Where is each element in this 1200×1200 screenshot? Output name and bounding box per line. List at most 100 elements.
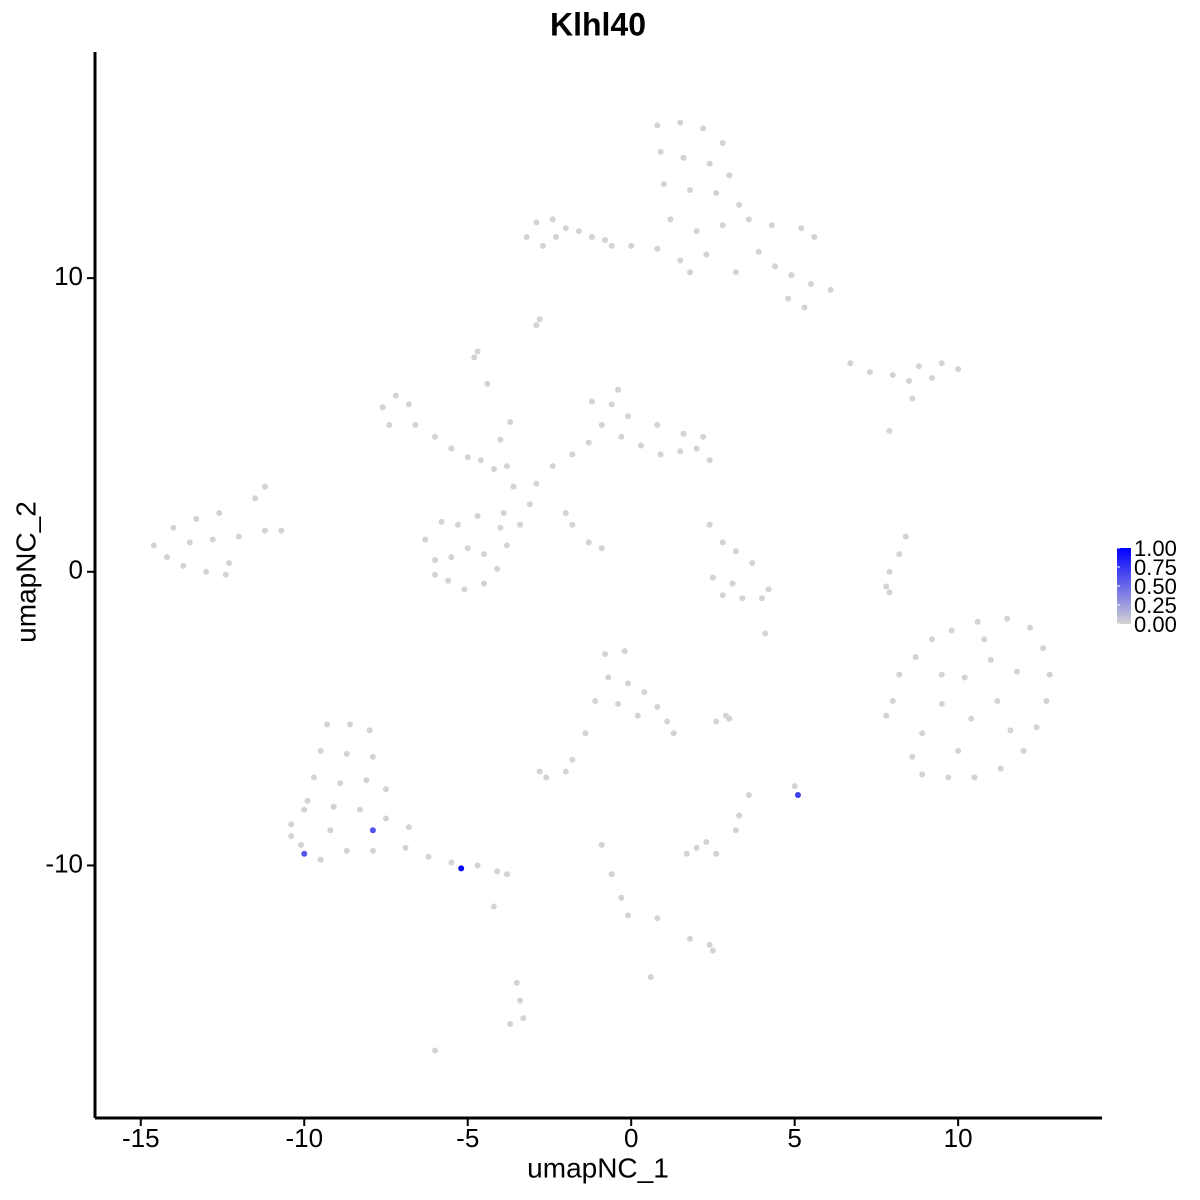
- point: [700, 433, 707, 440]
- point: [464, 454, 471, 461]
- point: [523, 234, 530, 241]
- point: [994, 697, 1001, 704]
- point: [928, 636, 935, 643]
- point: [745, 791, 752, 798]
- colorbar-tick-label: 0.25: [1134, 593, 1177, 618]
- point: [193, 515, 200, 522]
- point: [216, 510, 223, 517]
- point: [288, 821, 295, 828]
- point: [445, 577, 452, 584]
- point: [500, 510, 507, 517]
- point: [608, 401, 615, 408]
- point: [719, 140, 726, 147]
- point: [592, 697, 599, 704]
- chart-title: Klhl40: [550, 6, 646, 42]
- point: [758, 595, 765, 602]
- point: [304, 797, 311, 804]
- point: [677, 119, 684, 126]
- point: [732, 827, 739, 834]
- point: [615, 386, 622, 393]
- point: [517, 997, 524, 1004]
- point: [808, 280, 815, 287]
- point: [588, 234, 595, 241]
- point: [552, 234, 559, 241]
- point: [772, 263, 779, 270]
- point: [886, 427, 893, 434]
- point: [1033, 724, 1040, 731]
- point: [347, 721, 354, 728]
- colorbar-tick-label: 1.00: [1134, 536, 1177, 561]
- point: [278, 527, 285, 534]
- point: [624, 912, 631, 919]
- point: [497, 524, 504, 531]
- point: [533, 219, 540, 226]
- point: [615, 700, 622, 707]
- point: [1004, 615, 1011, 622]
- point: [788, 272, 795, 279]
- point: [768, 222, 775, 229]
- point: [507, 1021, 514, 1028]
- point: [602, 651, 609, 658]
- point: [163, 554, 170, 561]
- point: [928, 374, 935, 381]
- point: [706, 521, 713, 528]
- x-tick-label: 5: [787, 1123, 801, 1153]
- point: [739, 595, 746, 602]
- point: [677, 257, 684, 264]
- point: [745, 216, 752, 223]
- point: [938, 671, 945, 678]
- point: [343, 750, 350, 757]
- point: [971, 774, 978, 781]
- point: [732, 269, 739, 276]
- point: [425, 853, 432, 860]
- point: [412, 421, 419, 428]
- point: [723, 712, 730, 719]
- point: [706, 457, 713, 464]
- point: [736, 812, 743, 819]
- point: [654, 122, 661, 129]
- point: [654, 703, 661, 710]
- point: [497, 436, 504, 443]
- point: [732, 548, 739, 555]
- point: [539, 242, 546, 249]
- point: [448, 554, 455, 561]
- point: [680, 430, 687, 437]
- point: [598, 841, 605, 848]
- point: [569, 451, 576, 458]
- point: [327, 827, 334, 834]
- colorbar-tick-label: 0.00: [1134, 612, 1177, 637]
- point: [543, 774, 550, 781]
- point: [386, 421, 393, 428]
- point: [909, 395, 916, 402]
- y-tick-label: -10: [45, 848, 83, 878]
- point: [379, 404, 386, 411]
- point: [382, 815, 389, 822]
- point: [186, 539, 193, 546]
- x-tick-label: -15: [122, 1123, 160, 1153]
- point: [517, 521, 524, 528]
- point: [785, 295, 792, 302]
- point: [605, 674, 612, 681]
- point: [981, 636, 988, 643]
- point: [474, 862, 481, 869]
- point: [562, 225, 569, 232]
- point: [458, 865, 465, 872]
- point: [598, 545, 605, 552]
- point: [507, 419, 514, 426]
- point: [448, 859, 455, 866]
- point: [317, 856, 324, 863]
- point: [262, 483, 269, 490]
- point: [755, 248, 762, 255]
- point: [713, 850, 720, 857]
- point: [667, 216, 674, 223]
- point: [503, 542, 510, 549]
- point: [847, 360, 854, 367]
- point: [749, 559, 756, 566]
- point: [490, 903, 497, 910]
- point: [654, 421, 661, 428]
- point: [618, 894, 625, 901]
- point: [533, 480, 540, 487]
- point: [654, 245, 661, 252]
- point: [588, 398, 595, 405]
- point: [1013, 668, 1020, 675]
